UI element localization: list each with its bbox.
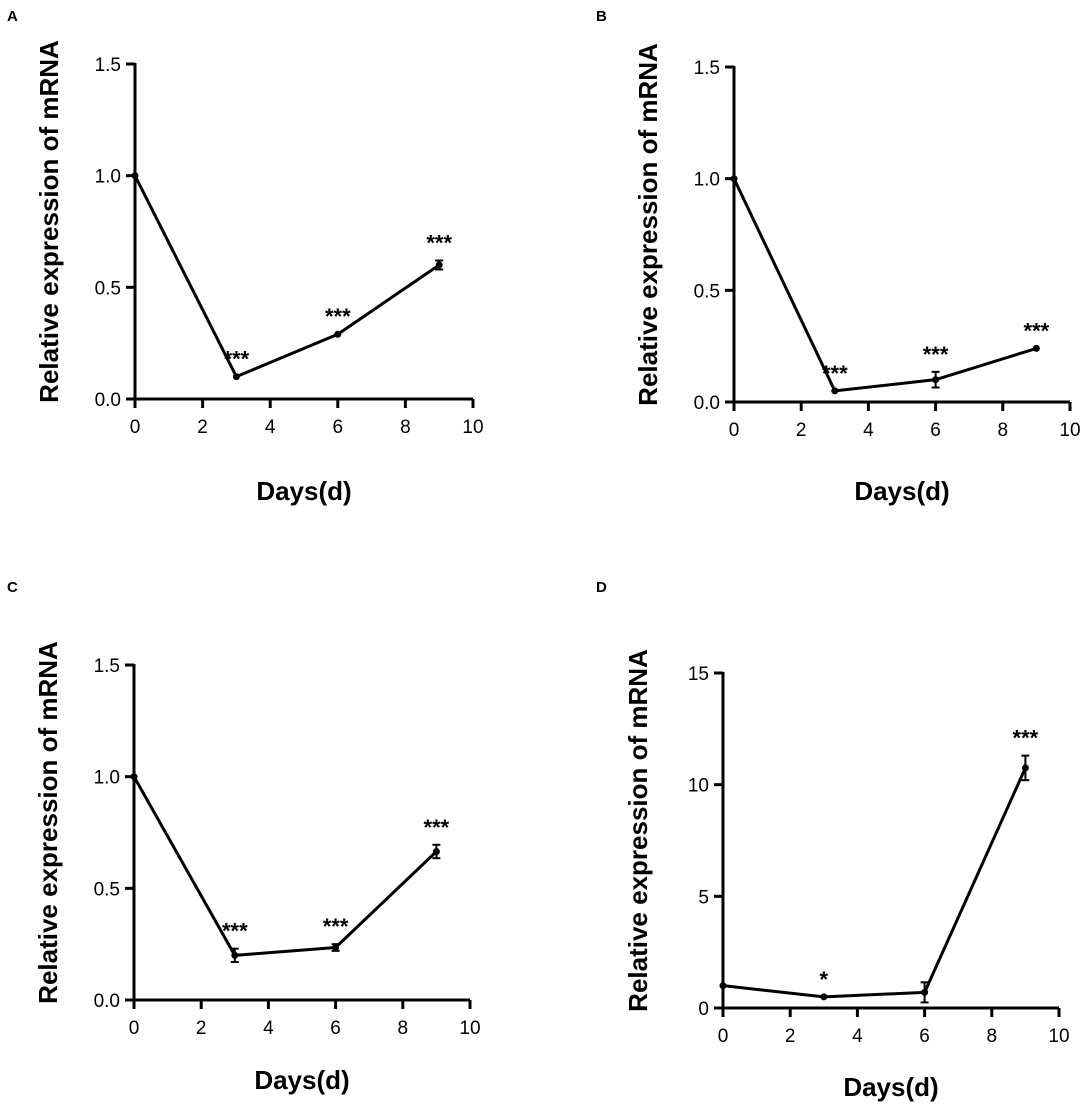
x-tick-label: 8 [987, 1026, 998, 1047]
data-point [820, 993, 828, 1001]
data-point [232, 373, 240, 381]
x-tick-label: 8 [998, 420, 1009, 441]
y-tick-label: 0.0 [694, 393, 720, 414]
data-point [719, 982, 727, 990]
significance-label: *** [1024, 318, 1050, 343]
x-tick-label: 6 [330, 1018, 341, 1039]
chart-panel-a: A 0.0 0.5 1.0 1.5 0 2 4 6 8 10 Days(d) Relative exp… [0, 0, 542, 557]
y-tick-label: 0.0 [94, 991, 120, 1012]
y-axis-title: Relative expression of mRNA [34, 40, 64, 403]
data-point [831, 387, 839, 395]
x-axis-title: Days(d) [843, 1072, 938, 1102]
data-point [231, 951, 239, 959]
x-tick-label: 6 [930, 420, 941, 441]
significance-label: *** [923, 342, 949, 367]
chart-a: 0.0 0.5 1.0 1.5 0 2 4 6 8 10 Days(d) Relative expre… [34, 40, 484, 506]
x-tick-label: 2 [197, 417, 208, 438]
x-tick-label: 2 [785, 1026, 796, 1047]
x-tick-label: 6 [333, 417, 344, 438]
y-axis-title: Relative expression of mRNA [623, 649, 653, 1012]
x-tick-label: 10 [462, 417, 483, 438]
significance-label: *** [822, 361, 848, 386]
y-tick-label: 1.0 [95, 167, 121, 188]
x-tick-label: 0 [718, 1026, 729, 1047]
x-axis-title: Days(d) [256, 476, 351, 506]
chart-c: 0.0 0.5 1.0 1.5 0 2 4 6 8 10 Days(d) Relative expre… [33, 641, 481, 1095]
x-tick-label: 8 [398, 1018, 409, 1039]
y-tick-label: 0 [698, 999, 709, 1020]
x-tick-label: 4 [265, 417, 276, 438]
x-tick-label: 0 [129, 1018, 140, 1039]
significance-label: *** [222, 919, 248, 944]
y-tick-label: 0.5 [694, 281, 720, 302]
data-point [1032, 344, 1040, 352]
chart-panel-b: B 0.0 0.5 1.0 1.5 0 2 4 6 8 10 Days(d) Relative exp… [542, 0, 1084, 557]
y-tick-label: 10 [688, 776, 709, 797]
data-point [334, 330, 342, 338]
y-tick-label: 1.5 [94, 656, 120, 677]
data-point [432, 847, 440, 855]
x-tick-label: 4 [852, 1026, 863, 1047]
series-line [133, 174, 441, 379]
y-tick-label: 1.5 [694, 58, 720, 79]
significance-label: * [820, 967, 829, 992]
x-tick-label: 0 [729, 420, 740, 441]
x-axis-title: Days(d) [254, 1065, 349, 1095]
data-point [1021, 764, 1029, 772]
data-point [435, 261, 443, 269]
significance-label: *** [325, 304, 351, 329]
significance-label: *** [1013, 726, 1039, 751]
chart-b: 0.0 0.5 1.0 1.5 0 2 4 6 8 10 Days(d) Relative expre… [633, 43, 1081, 506]
y-tick-label: 5 [698, 887, 709, 908]
data-point [921, 988, 929, 996]
y-tick-label: 0.0 [95, 390, 121, 411]
series-line [722, 767, 1027, 999]
significance-label: *** [224, 347, 250, 372]
x-axis-title: Days(d) [854, 476, 949, 506]
data-point [730, 175, 738, 183]
x-tick-label: 6 [919, 1026, 930, 1047]
x-tick-label: 8 [400, 417, 411, 438]
significance-label: *** [323, 914, 349, 939]
x-tick-label: 10 [1048, 1026, 1069, 1047]
data-point [932, 376, 940, 384]
y-axis-title: Relative expression of mRNA [633, 43, 663, 406]
y-tick-label: 0.5 [94, 879, 120, 900]
series-line [132, 775, 438, 957]
significance-label: *** [426, 231, 452, 256]
y-tick-label: 1.0 [94, 768, 120, 789]
chart-d: 0 5 10 15 0 2 4 6 8 10 Days(d) Relative expression … [623, 649, 1070, 1102]
x-tick-label: 4 [863, 420, 874, 441]
significance-label: *** [424, 815, 450, 840]
x-tick-label: 0 [130, 417, 141, 438]
chart-panel-c: C 0.0 0.5 1.0 1.5 0 2 4 6 8 10 Days(d) Relative exp… [0, 557, 542, 1114]
x-tick-label: 10 [459, 1018, 480, 1039]
data-point [131, 172, 139, 180]
x-tick-label: 4 [263, 1018, 274, 1039]
chart-panel-d: D 0 5 10 15 0 2 4 6 8 10 Days(d) Relative expressio… [542, 557, 1084, 1114]
y-tick-label: 1.5 [95, 55, 121, 76]
series-line [732, 178, 1037, 393]
panel-label: D [596, 579, 607, 596]
x-tick-label: 2 [796, 420, 807, 441]
y-tick-label: 0.5 [95, 278, 121, 299]
panel-label: C [7, 579, 18, 596]
x-tick-label: 2 [196, 1018, 207, 1039]
x-tick-label: 10 [1059, 420, 1080, 441]
panel-label: A [7, 8, 18, 25]
data-point [332, 944, 340, 952]
panel-label: B [596, 8, 607, 25]
y-axis-title: Relative expression of mRNA [33, 641, 63, 1004]
data-point [130, 773, 138, 781]
y-tick-label: 1.0 [694, 170, 720, 191]
y-tick-label: 15 [688, 664, 709, 685]
